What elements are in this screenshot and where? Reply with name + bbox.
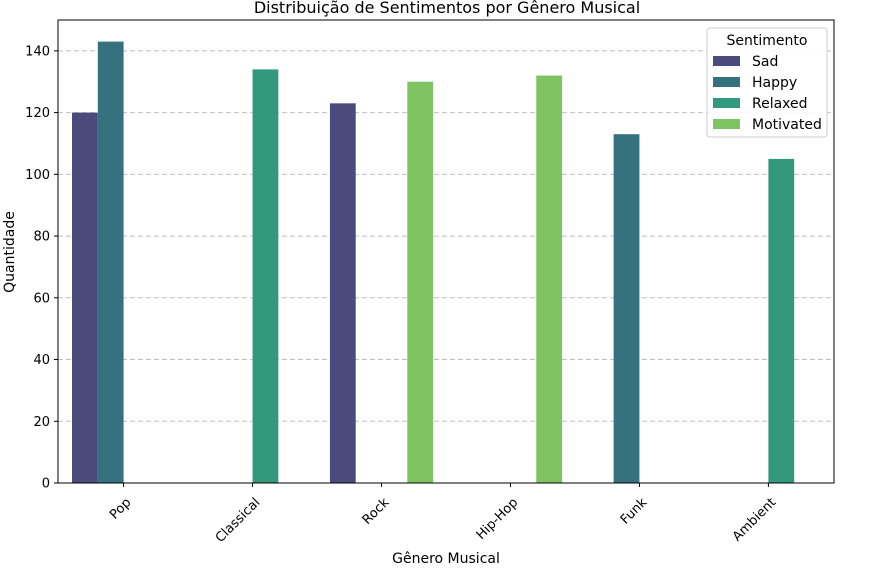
legend-label: Motivated (752, 117, 822, 133)
bar (407, 81, 434, 483)
bar (97, 41, 124, 484)
legend: Sentimento Sad Happy Relaxed Motivated (706, 27, 828, 138)
y-tick-label: 20 (33, 415, 50, 430)
y-axis-label: Quantidade (2, 211, 18, 293)
y-tick-label: 0 (42, 477, 50, 492)
legend-items: Sad Happy Relaxed Motivated (713, 54, 822, 133)
x-tick-label: Classical (213, 495, 264, 546)
x-tick-label: Hip-Hop (474, 495, 522, 543)
y-tick-label: 60 (33, 291, 50, 306)
y-tick-label: 80 (33, 230, 50, 245)
legend-swatch (713, 119, 740, 129)
x-axis-label: Gênero Musical (392, 551, 500, 567)
x-tick-label: Pop (107, 495, 134, 522)
grid-layer (58, 50, 834, 484)
x-tick-label: Ambient (730, 495, 779, 544)
bar (613, 134, 640, 483)
legend-label: Happy (752, 75, 797, 91)
legend-swatch (713, 98, 740, 108)
bar (536, 75, 563, 483)
chart-title: Distribuição de Sentimentos por Gênero M… (254, 0, 640, 17)
y-tick-label: 100 (25, 168, 50, 183)
bar (768, 158, 795, 483)
y-tick-label: 40 (33, 353, 50, 368)
y-axis: 0 20 40 60 80 100 120 140 (25, 44, 58, 492)
bar (329, 103, 356, 483)
bar (72, 112, 98, 483)
x-tick-label: Rock (360, 495, 393, 528)
bar (252, 69, 279, 484)
y-tick-label: 140 (25, 44, 50, 59)
legend-box (706, 27, 828, 138)
legend-label: Sad (752, 54, 778, 70)
bar-layer (72, 41, 795, 484)
y-tick-label: 120 (25, 106, 50, 121)
legend-swatch (713, 77, 740, 87)
x-axis: Pop Classical Rock Hip-Hop Funk Ambient (107, 483, 779, 546)
plot-frame (57, 19, 835, 484)
x-tick-label: Funk (618, 495, 651, 528)
legend-title: Sentimento (727, 33, 808, 49)
legend-swatch (713, 56, 740, 66)
legend-label: Relaxed (752, 96, 808, 112)
